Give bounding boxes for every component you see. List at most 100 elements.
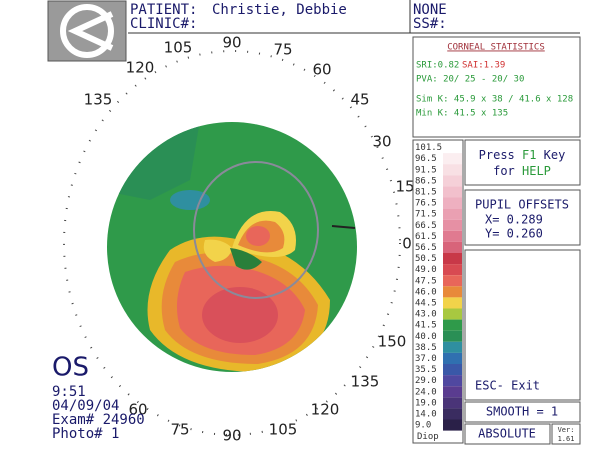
scale-label: 81.5 — [415, 187, 437, 197]
scale-swatch — [443, 319, 462, 331]
date: 04/09/04 — [52, 398, 119, 414]
absolute-box[interactable] — [464, 423, 551, 445]
scale-swatch — [443, 142, 462, 154]
version-box — [551, 423, 581, 445]
pupil-title: PUPIL OFFSETS — [475, 198, 569, 212]
pupil-y: Y= 0.260 — [485, 227, 543, 241]
scale-swatch — [443, 408, 462, 420]
scale-label: 14.0 — [415, 409, 437, 419]
scale-swatch — [443, 208, 462, 220]
scale-label: 43.0 — [415, 310, 437, 320]
scale-label: 37.0 — [415, 354, 437, 364]
patient-id: NONE — [413, 2, 447, 18]
pupil-outline — [193, 161, 319, 299]
scale-swatch — [443, 286, 462, 298]
angle-label: 75 — [170, 421, 189, 439]
scale-swatch — [443, 397, 462, 409]
angle-label: 105 — [269, 421, 298, 439]
angle-label: 60 — [128, 401, 147, 419]
sim-k: Sim K: 45.9 x 38 / 41.6 x 128 — [416, 95, 573, 105]
scale-swatch — [443, 253, 462, 265]
time: 9:51 — [52, 384, 86, 400]
scale-label: 29.0 — [415, 376, 437, 386]
scale-label: 66.5 — [415, 221, 437, 231]
pupil-x: X= 0.289 — [485, 213, 543, 227]
scale-swatch — [443, 186, 462, 198]
scale-label: 50.5 — [415, 254, 437, 264]
stats-box — [412, 36, 581, 138]
scale-swatch — [443, 419, 462, 431]
angle-label: 120 — [126, 59, 155, 77]
eye: OS — [52, 353, 89, 383]
scale-swatch — [443, 375, 462, 387]
angle-label: 75 — [273, 41, 292, 59]
angle-label: 60 — [312, 61, 331, 79]
angle-label: 90 — [222, 34, 241, 52]
help-key: F1 — [522, 148, 536, 162]
scale-label: 9.0 — [415, 421, 431, 431]
scale-label: 47.5 — [415, 276, 437, 286]
angle-label: 90 — [222, 427, 241, 445]
scale-swatch — [443, 364, 462, 376]
scale-swatch — [443, 175, 462, 187]
scale-swatch — [443, 297, 462, 309]
sri: SRI:0.82 — [416, 61, 459, 71]
stats-title: CORNEAL STATISTICS — [447, 43, 545, 53]
scale-swatch — [443, 264, 462, 276]
angle-label: 0 — [402, 235, 412, 253]
ss-label: SS#: — [413, 16, 447, 32]
exam-info: OS 9:51 04/09/04 Exam# 24960 Photo# 1 — [52, 353, 145, 443]
angle-label: 15 — [395, 178, 414, 196]
min-k: Min K: 41.5 x 135 — [416, 109, 508, 119]
photo-number: Photo# 1 — [52, 426, 119, 442]
axis-marker — [331, 225, 356, 229]
version: 1.61 — [558, 435, 575, 443]
angle-label: 45 — [350, 91, 369, 109]
right-panel: Press F1 Key for HELP PUPIL OFFSETS X= 0… — [464, 139, 581, 445]
scale-label: 56.5 — [415, 243, 437, 253]
absolute[interactable]: ABSOLUTE — [478, 427, 536, 441]
scale-label: 49.0 — [415, 265, 437, 275]
angle-label: 135 — [84, 91, 113, 109]
scale-label: 101.5 — [415, 143, 442, 153]
header: PATIENT: Christie, Debbie CLINIC#: NONE … — [128, 0, 580, 34]
scale-swatch — [443, 308, 462, 320]
version-label: Ver: — [558, 426, 575, 434]
empty-box — [464, 249, 581, 401]
esc-exit[interactable]: ESC- Exit — [475, 379, 540, 393]
scale-label: 46.0 — [415, 287, 437, 297]
angle-label: 30 — [372, 133, 391, 151]
scale-label: 96.5 — [415, 154, 437, 164]
pva: PVA: 20/ 25 - 20/ 30 — [416, 75, 524, 85]
help-box — [464, 139, 581, 186]
scale-label: 76.5 — [415, 199, 437, 209]
patient-name: Christie, Debbie — [212, 2, 347, 18]
help-line-2: for HELP — [493, 164, 551, 178]
scale-label: 86.5 — [415, 176, 437, 186]
scale-swatch — [443, 153, 462, 165]
scale-swatch — [443, 275, 462, 287]
scale-label: 91.5 — [415, 165, 437, 175]
scale-label: 38.5 — [415, 343, 437, 353]
scale-label: 71.5 — [415, 210, 437, 220]
sai: SAI:1.39 — [462, 61, 505, 71]
scale-swatch — [443, 386, 462, 398]
scale-swatch — [443, 341, 462, 353]
scale-label: 24.0 — [415, 387, 437, 397]
scale-label: 44.5 — [415, 298, 437, 308]
scale-swatch — [443, 352, 462, 364]
pupil-box — [464, 189, 581, 246]
exam-number: Exam# 24960 — [52, 412, 145, 428]
clinic-label: CLINIC#: — [130, 16, 197, 32]
scale-swatch — [443, 330, 462, 342]
scale-swatch — [443, 230, 462, 242]
smooth[interactable]: SMOOTH = 1 — [486, 405, 558, 419]
scale-label: 19.0 — [415, 398, 437, 408]
smooth-box[interactable] — [464, 401, 581, 423]
scale-swatch — [443, 164, 462, 176]
scale-label: 41.5 — [415, 321, 437, 331]
angle-label: 120 — [311, 401, 340, 419]
help-line-1: Press F1 Key — [479, 148, 566, 162]
